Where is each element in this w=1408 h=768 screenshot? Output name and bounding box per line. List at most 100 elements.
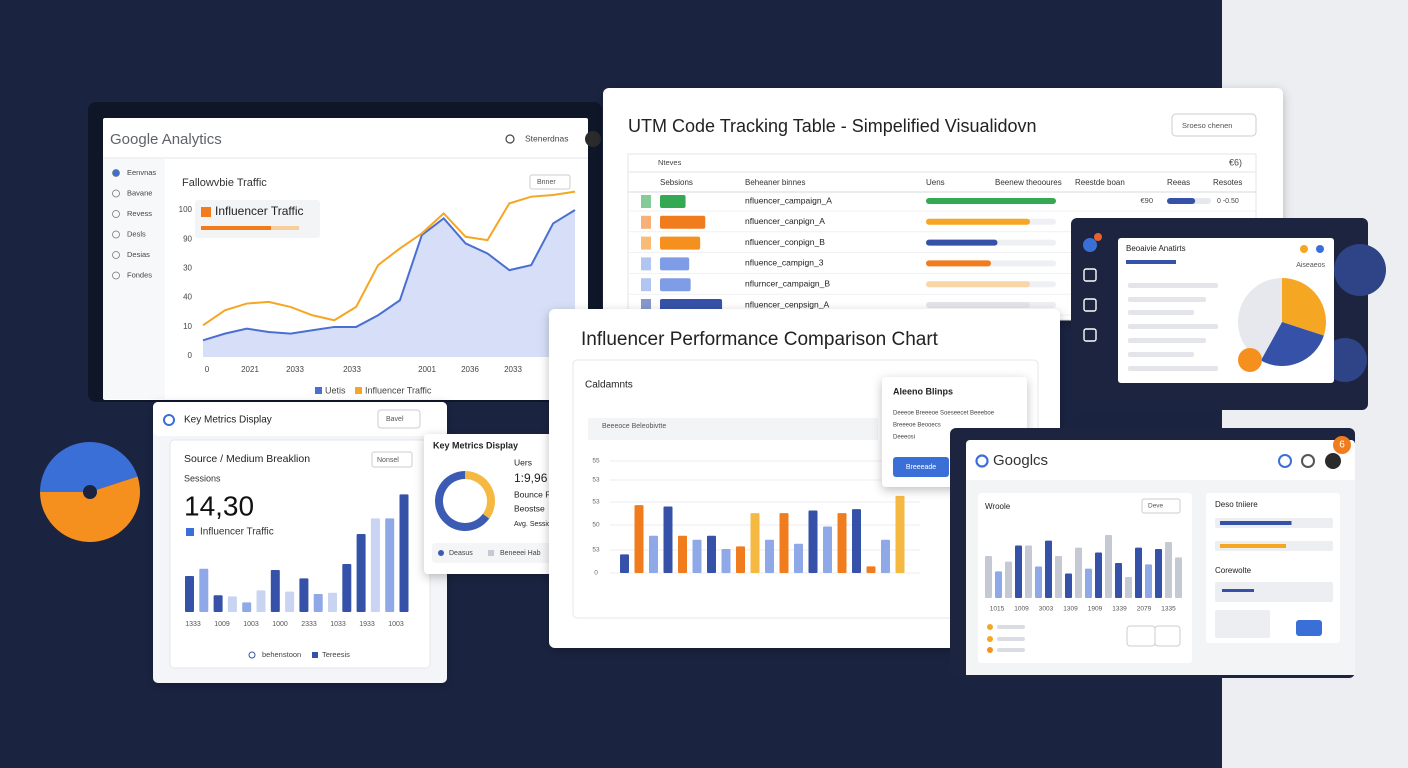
bar [837,513,847,573]
kpi-item: Bounce Rate [514,489,563,499]
x-tick-label: 1009 [1014,606,1029,613]
bar [1005,561,1012,598]
side-caption: Aiseaeos [1296,262,1325,269]
highlight-swatch [201,207,211,217]
bar [1035,566,1042,598]
popup-button [893,457,949,477]
metrics-button [377,409,421,429]
bar [1220,521,1292,525]
y-tick-label: 53 [592,477,600,484]
popup-button-label: Breeeade [906,464,936,471]
line [202,190,576,327]
legend-label: Influencer Traffic [200,527,274,538]
bar [256,590,266,612]
bar [227,596,237,612]
x-tick-label: 1015 [990,606,1005,613]
bar [1155,549,1162,598]
placeholder [1215,582,1333,602]
bar [823,526,832,573]
pie-segment [1238,278,1282,361]
bar [385,518,395,612]
icon-button [1154,625,1181,647]
popup-line: Deeeosi [893,435,915,441]
dropdown-label: Nonsel [377,457,399,464]
sessions-bar [660,278,691,292]
utm-button-label: Sroeso chenen [1182,121,1232,130]
users-bar [926,198,1056,204]
chart-title: Fallowvbie Traffic [182,177,267,189]
google-brand: Googlcs [993,452,1048,469]
kpi-item: 1:9,96 [514,471,548,485]
pie-segment [465,471,495,519]
kpi-title: Key Metrics Display [433,440,518,450]
bar [1135,547,1142,598]
header-icon [1301,454,1315,468]
bar [620,554,629,573]
highlight-bar [201,226,271,230]
text-placeholder [1128,338,1206,343]
bar [663,506,673,573]
users-bar [926,281,1030,288]
row-swatch [641,195,651,208]
x-tick-label: 1033 [330,621,346,628]
bar [199,568,209,612]
metric-label: Sessions [184,473,221,483]
side-icon [1083,298,1097,312]
bar [399,494,409,612]
side-bar [1126,260,1176,264]
row-swatch [641,299,651,312]
y-tick-label: 30 [183,264,192,273]
sessions-bar [660,257,690,271]
kpi-item: Uers [514,457,532,467]
y-tick-label: 100 [179,205,193,214]
bar [995,571,1002,598]
bar [649,535,658,573]
badge-label: 6 [1339,440,1345,451]
bar [185,576,194,612]
text-placeholder [1128,297,1206,302]
row-swatch [641,236,651,250]
popup-line: Deeeoe Breeeoe Soeseecet Beeeboe [893,411,995,417]
x-tick-label: 1003 [388,621,404,628]
bar [895,495,905,573]
popup-title: Aleeno Blinps [893,386,953,396]
bar [1065,573,1072,598]
bar [313,594,323,612]
bar [370,518,380,612]
filter [529,174,571,190]
kpi-item: Beostse [514,503,545,513]
nav-item: Bavane [127,188,152,197]
right-card [1206,493,1340,643]
bar [1025,545,1032,598]
text-placeholder [1128,366,1218,371]
icon-button [1126,625,1156,647]
bar [866,566,876,573]
bar [1085,568,1092,598]
legend-dot [987,636,993,642]
users-bar [926,239,998,246]
sessions-bar [660,299,723,312]
x-tick-label: 1909 [1088,606,1103,613]
legend-label: Uetis [325,385,346,395]
y-tick-label: 40 [183,293,192,302]
bar [779,513,789,573]
utm-button [1171,113,1257,137]
y-tick-label: 0 [188,351,193,360]
g-logo [975,454,989,468]
card-button [1141,498,1181,514]
placeholder [1215,610,1270,638]
rate-label: 0 -0.50 [1217,198,1239,205]
users-bar [926,302,1030,308]
y-tick-label: 0 [594,570,598,577]
bar [794,543,803,573]
legend-label: behenstoon [262,650,301,659]
bar [881,539,890,573]
legend-swatch [186,528,194,536]
pie-segment [1260,322,1324,366]
x-tick-label: 2036 [461,365,479,374]
ga-user: Stenerdnas [525,133,568,143]
utm-title: UTM Code Tracking Table - Simpelified Vi… [628,116,1037,136]
legend-dot [987,647,993,653]
